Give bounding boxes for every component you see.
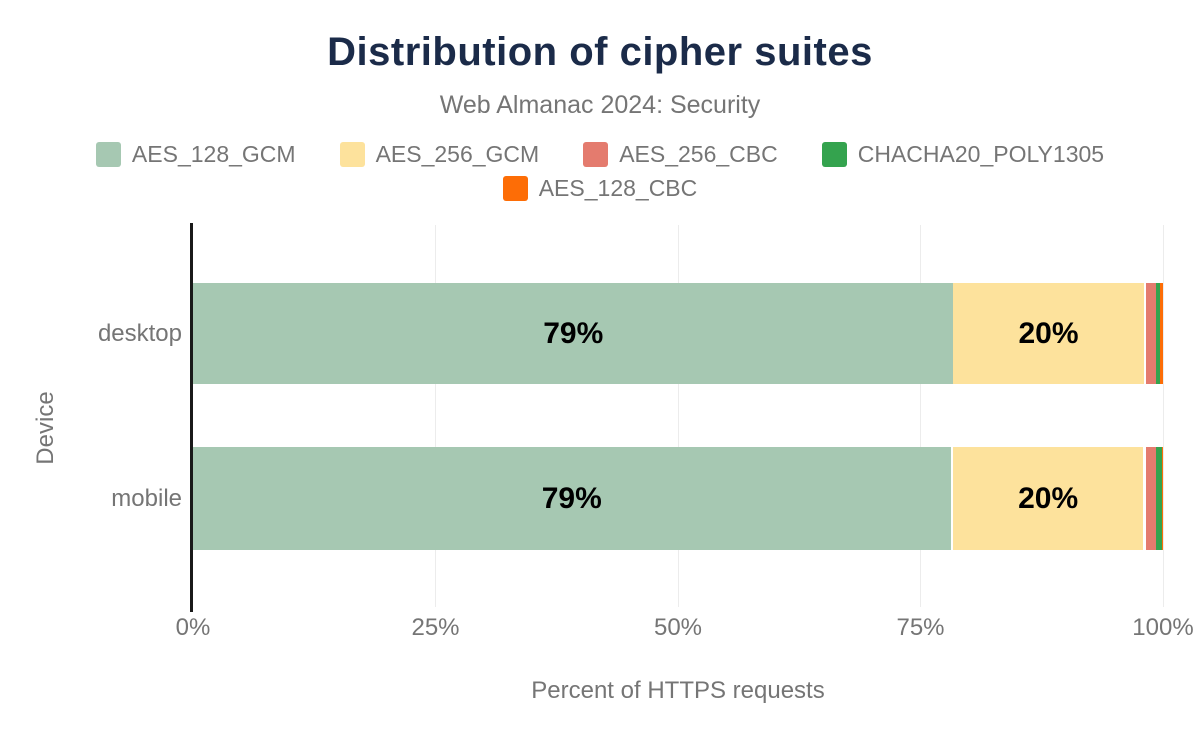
bar-segment-desktop-chacha20-poly1305[interactable] xyxy=(1155,283,1160,384)
category-label-mobile: mobile xyxy=(111,484,182,512)
bar-segment-mobile-chacha20-poly1305[interactable] xyxy=(1156,447,1163,550)
legend-item-chacha20-poly1305: CHACHA20_POLY1305 xyxy=(821,141,1105,168)
x-tick-label-50: 50% xyxy=(653,614,703,641)
bar-segment-mobile-aes-128-gcm[interactable]: 79% xyxy=(193,447,951,550)
legend: AES_128_GCM AES_256_GCM AES_256_CBC CHACHA2… xyxy=(0,141,1200,202)
bar-segment-mobile-aes-128-cbc[interactable] xyxy=(1162,447,1164,550)
legend-swatch-aes-256-cbc xyxy=(583,142,609,167)
bar-value-label: 79% xyxy=(543,316,604,350)
bar-value-label: 20% xyxy=(1018,481,1079,515)
legend-item-aes-256-gcm: AES_256_GCM xyxy=(339,141,540,168)
legend-item-aes-128-cbc: AES_128_CBC xyxy=(502,175,698,202)
bar-segment-desktop-aes-256-cbc[interactable] xyxy=(1146,283,1156,384)
gridline-75 xyxy=(920,225,921,607)
gridline-25 xyxy=(435,225,436,607)
legend-row: AES_128_GCM AES_256_GCM AES_256_CBC CHACHA2… xyxy=(95,141,1105,168)
x-tick-label-100: 100% xyxy=(1132,614,1194,641)
x-tick-label-25: 25% xyxy=(411,614,460,641)
chart-title: Distribution of cipher suites xyxy=(327,30,873,74)
legend-label: CHACHA20_POLY1305 xyxy=(857,141,1105,167)
x-axis-title: Percent of HTTPS requests xyxy=(531,677,825,704)
legend-label: AES_256_GCM xyxy=(375,141,540,167)
legend-row: AES_128_CBC xyxy=(502,175,698,202)
bar-value-label: 20% xyxy=(1018,316,1079,350)
category-label-desktop: desktop xyxy=(97,319,182,347)
y-axis-line xyxy=(190,223,193,612)
bar-segment-desktop-aes-256-gcm[interactable]: 20% xyxy=(953,283,1144,384)
legend-label: AES_128_GCM xyxy=(131,141,296,167)
legend-item-aes-256-cbc: AES_256_CBC xyxy=(583,141,778,168)
legend-label: AES_128_CBC xyxy=(538,175,698,201)
bar-segment-desktop-aes-128-gcm[interactable]: 79% xyxy=(193,283,954,384)
bar-mobile: 79% 20% xyxy=(193,447,1164,550)
chart-subtitle: Web Almanac 2024: Security xyxy=(439,91,761,119)
bar-desktop: 79% 20% xyxy=(193,283,1163,384)
bar-segment-mobile-aes-256-cbc[interactable] xyxy=(1145,447,1157,550)
gridline-50 xyxy=(677,225,679,607)
x-tick-label-0: 0% xyxy=(175,614,211,641)
legend-swatch-aes-128-gcm xyxy=(95,142,121,167)
legend-label: AES_256_CBC xyxy=(619,141,778,167)
gridline-100 xyxy=(1162,225,1164,607)
bar-segment-desktop-aes-128-cbc[interactable] xyxy=(1159,283,1163,384)
y-axis-title: Device xyxy=(32,391,59,465)
legend-swatch-aes-128-cbc xyxy=(502,176,528,201)
x-tick-label-75: 75% xyxy=(896,614,945,641)
bar-segment-mobile-aes-256-gcm[interactable]: 20% xyxy=(953,447,1144,550)
bar-value-label: 79% xyxy=(541,481,602,515)
legend-swatch-aes-256-gcm xyxy=(339,142,365,167)
legend-item-aes-128-gcm: AES_128_GCM xyxy=(95,141,296,168)
legend-swatch-chacha20-poly1305 xyxy=(821,142,847,167)
